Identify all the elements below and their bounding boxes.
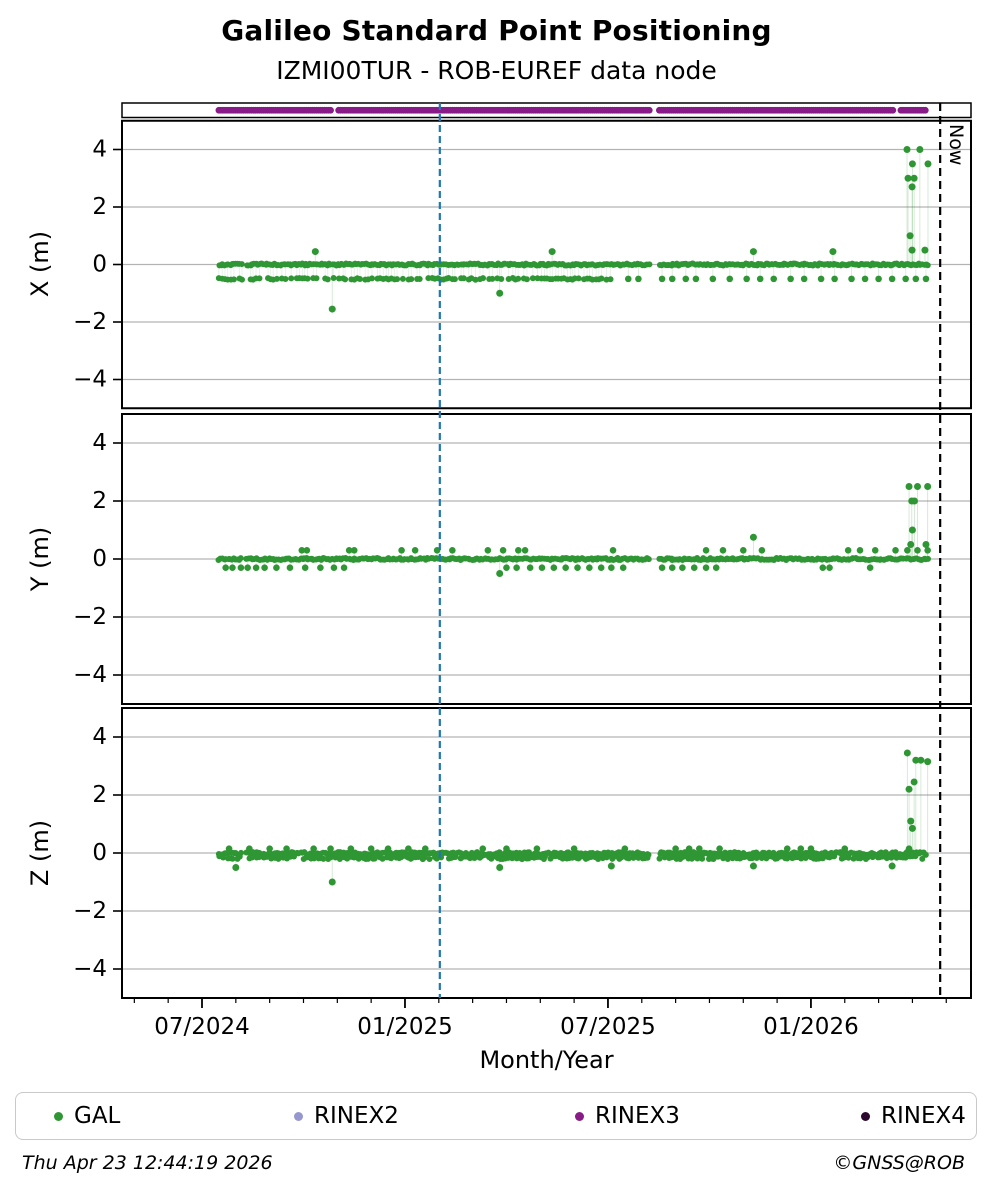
svg-text:4: 4 — [92, 724, 107, 750]
rinex3-availability-strip — [121, 102, 972, 119]
panel-x: 4 2 0 −2 −4 — [73, 119, 972, 410]
legend-label: GAL — [74, 1103, 121, 1129]
now-label: Now — [945, 124, 967, 166]
legend-label: RINEX2 — [314, 1103, 399, 1129]
panel-y: 4 2 0 −2 −4 — [73, 413, 972, 705]
svg-text:07/2025: 07/2025 — [560, 1014, 656, 1040]
svg-text:0: 0 — [92, 546, 107, 572]
legend-item-rinex3: RINEX3 — [575, 1093, 680, 1139]
page-subtitle: IZMI00TUR - ROB-EUREF data node — [276, 56, 717, 85]
svg-text:4: 4 — [92, 137, 107, 163]
svg-text:2: 2 — [92, 488, 107, 514]
svg-text:−2: −2 — [73, 604, 107, 630]
svg-text:−4: −4 — [73, 956, 107, 982]
svg-text:0: 0 — [92, 840, 107, 866]
credit: ©GNSS@ROB — [833, 1152, 965, 1174]
legend: GAL RINEX2 RINEX3 RINEX4 — [15, 1092, 977, 1140]
panel-z: 4 2 0 −2 −4 — [73, 707, 972, 999]
svg-text:0: 0 — [92, 252, 107, 278]
svg-text:−4: −4 — [73, 662, 107, 688]
legend-item-rinex2: RINEX2 — [294, 1093, 399, 1139]
position-time-series-chart: 4 2 0 −2 −4 4 2 0 −2 −4 4 2 0 −2 −4 07/2024 01/2025 07/20… — [73, 102, 972, 1040]
y-axis-label-x: X (m) — [26, 230, 54, 298]
svg-text:2: 2 — [92, 194, 107, 220]
legend-label: RINEX4 — [881, 1103, 966, 1129]
rinex4-marker-icon — [861, 1111, 870, 1121]
svg-text:2: 2 — [92, 782, 107, 808]
svg-text:07/2024: 07/2024 — [154, 1014, 250, 1040]
svg-text:01/2025: 01/2025 — [357, 1014, 453, 1040]
legend-label: RINEX3 — [595, 1103, 680, 1129]
rinex2-marker-icon — [294, 1111, 303, 1121]
page-title: Galileo Standard Point Positioning — [221, 14, 772, 47]
svg-text:4: 4 — [92, 430, 107, 456]
svg-text:−4: −4 — [73, 367, 107, 393]
legend-item-gal: GAL — [54, 1093, 120, 1139]
svg-text:01/2026: 01/2026 — [763, 1014, 859, 1040]
svg-text:−2: −2 — [73, 309, 107, 335]
y-axis-label-z: Z (m) — [26, 819, 54, 887]
legend-item-rinex4: RINEX4 — [861, 1093, 966, 1139]
y-axis-label-y: Y (m) — [26, 526, 54, 592]
rinex3-marker-icon — [575, 1111, 584, 1121]
x-axis-label: Month/Year — [479, 1046, 614, 1074]
plot-timestamp: Thu Apr 23 12:44:19 2026 — [22, 1152, 273, 1174]
gal-marker-icon — [54, 1111, 63, 1121]
svg-text:−2: −2 — [73, 898, 107, 924]
